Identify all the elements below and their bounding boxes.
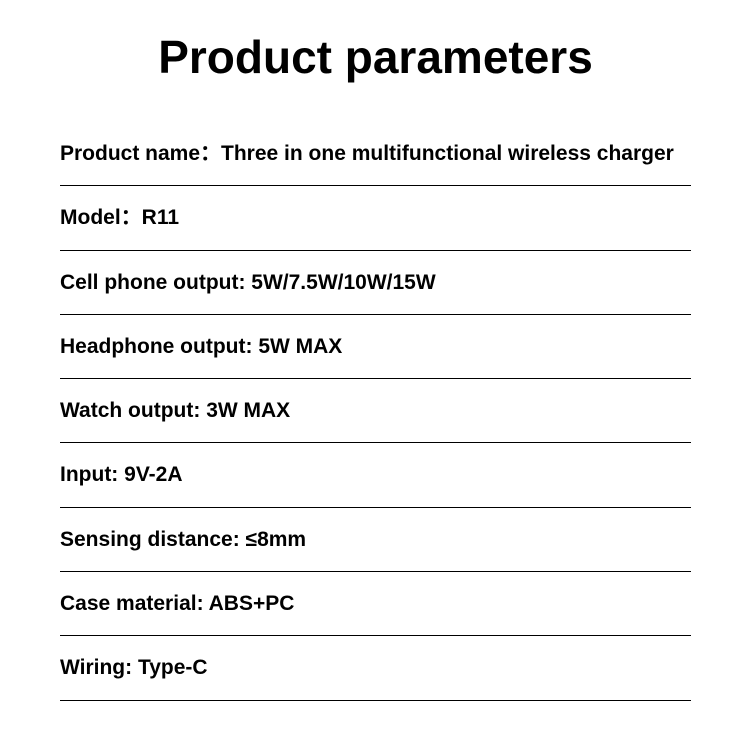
spec-label: Input: [60, 463, 124, 486]
spec-row: Cell phone output: 5W/7.5W/10W/15W [60, 251, 691, 315]
spec-row: Wiring: Type-C [60, 636, 691, 700]
spec-value: ≤8mm [246, 528, 307, 551]
spec-row: Case material: ABS+PC [60, 572, 691, 636]
spec-value: R11 [142, 206, 179, 229]
spec-label: Wiring: [60, 656, 138, 679]
spec-label: Watch output: [60, 399, 206, 422]
spec-label: Case material: [60, 592, 209, 615]
spec-label: Cell phone output: [60, 271, 251, 294]
spec-row: Watch output: 3W MAX [60, 379, 691, 443]
spec-value: Type-C [138, 656, 208, 679]
spec-row: Model：R11 [60, 186, 691, 250]
spec-row: Headphone output: 5W MAX [60, 315, 691, 379]
spec-value: 3W MAX [206, 399, 290, 422]
spec-value: Three in one multifunctional wireless ch… [221, 142, 674, 165]
spec-value: 5W MAX [258, 335, 342, 358]
spec-row: Product name：Three in one multifunctiona… [60, 122, 691, 186]
page-title: Product parameters [60, 30, 691, 84]
spec-value: ABS+PC [209, 592, 295, 615]
spec-label: Sensing distance: [60, 528, 246, 551]
spec-row: Input: 9V-2A [60, 443, 691, 507]
specs-table: Product name：Three in one multifunctiona… [60, 122, 691, 701]
spec-label: Product name： [60, 142, 221, 165]
spec-value: 5W/7.5W/10W/15W [251, 271, 435, 294]
spec-row: Sensing distance: ≤8mm [60, 508, 691, 572]
spec-value: 9V-2A [124, 463, 182, 486]
spec-label: Model： [60, 206, 142, 229]
spec-label: Headphone output: [60, 335, 258, 358]
